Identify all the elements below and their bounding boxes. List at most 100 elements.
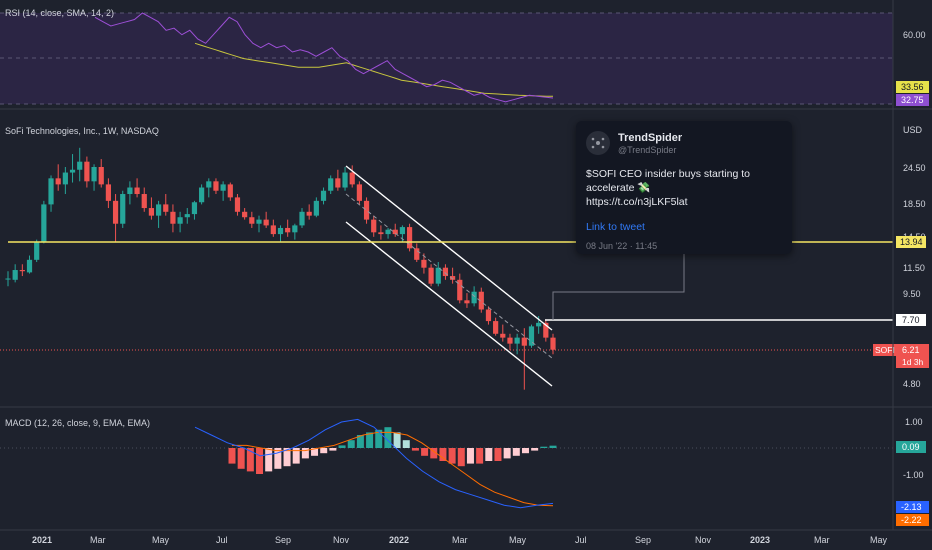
- candles: [5, 147, 556, 390]
- candle-body: [550, 337, 556, 350]
- candle-body: [349, 172, 355, 185]
- tweet-url[interactable]: https://t.co/n3jLKF5lat: [586, 196, 688, 208]
- resistance-badge: [896, 314, 926, 326]
- candle-body: [127, 187, 133, 195]
- candle-body: [19, 270, 25, 272]
- chart-title: SoFi Technologies, Inc., 1W, NASDAQ: [5, 126, 159, 136]
- candle-body: [450, 276, 456, 280]
- macd-histogram-bar: [439, 448, 447, 461]
- rsi-ma-badge: [896, 81, 929, 93]
- candle-body: [48, 178, 54, 205]
- macd-tick-neg: -1.00: [903, 470, 924, 480]
- candle-body: [514, 337, 520, 344]
- tweet-date: 08 Jun '22 · 11:45: [586, 241, 658, 251]
- candle-body: [120, 194, 126, 224]
- candle-body: [478, 291, 484, 310]
- candle-body: [406, 227, 413, 249]
- macd-histogram-bar: [274, 448, 282, 469]
- candle-body: [543, 322, 549, 338]
- candle-body: [163, 204, 169, 212]
- time-label: 2023: [750, 535, 770, 545]
- candle-body: [98, 167, 104, 185]
- macd-histogram-bar: [421, 448, 429, 456]
- macd-histogram-bar: [301, 448, 309, 459]
- candle-body: [442, 267, 449, 277]
- tweet-author-name: TrendSpider: [618, 131, 683, 144]
- price-tick: 24.50: [903, 163, 926, 173]
- rsi-ma-line: [194, 42, 554, 97]
- candle-body: [91, 167, 97, 182]
- support-badge-text: 13.94: [900, 237, 923, 247]
- candle-body: [112, 200, 119, 224]
- rsi-badge: [896, 94, 929, 106]
- candle-body: [292, 225, 298, 233]
- candle-body: [199, 187, 205, 203]
- rsi-label: RSI (14, close, SMA, 14, 2): [5, 8, 114, 18]
- candle-body: [62, 172, 68, 185]
- candle-body: [285, 227, 291, 233]
- candle-body: [227, 184, 233, 198]
- channel-lower-line: [345, 221, 553, 387]
- candle-body: [536, 322, 542, 327]
- macd-histogram-bar: [531, 448, 539, 451]
- candle-body: [356, 184, 362, 201]
- candle-body: [105, 184, 111, 201]
- macd-histogram-bar: [430, 448, 438, 459]
- macd-histogram-bar: [256, 448, 264, 474]
- candle-body: [457, 279, 463, 301]
- price-badge-text: 6.21: [902, 345, 920, 355]
- candle-body: [378, 232, 384, 235]
- candle-body: [328, 178, 334, 191]
- price-badge: [896, 344, 929, 368]
- support-badge: [896, 236, 926, 248]
- macd-histogram-bar: [366, 432, 374, 448]
- candle-body: [234, 197, 241, 212]
- tweet-body: $SOFI CEO insider buys starting to accel…: [586, 167, 782, 209]
- candle-body: [507, 337, 513, 344]
- candle-body: [485, 309, 492, 322]
- candle-body: [399, 227, 406, 235]
- macd-label: MACD (12, 26, close, 9, EMA, EMA): [5, 418, 150, 428]
- tweet-card[interactable]: TrendSpider @TrendSpider $SOFI CEO insid…: [576, 121, 792, 254]
- macd-hist-badge: [896, 441, 926, 453]
- candle-body: [313, 200, 319, 216]
- candle-body: [69, 169, 76, 173]
- macd-histogram-bar: [265, 448, 273, 472]
- candle-body: [521, 337, 527, 346]
- candle-body: [170, 211, 176, 224]
- candle-body: [428, 267, 434, 284]
- macd-histogram-bar: [503, 448, 511, 459]
- candle-body: [41, 204, 47, 242]
- rsi-pane: RSI (14, close, SMA, 14, 2) 60.00 33.56 …: [0, 8, 929, 106]
- time-label: May: [152, 535, 170, 545]
- macd-histogram-bar: [246, 448, 254, 472]
- macd-histogram-bar: [549, 445, 557, 448]
- macd-signal-badge: [896, 514, 929, 526]
- macd-histogram-bar: [540, 446, 548, 448]
- time-label: Jul: [216, 535, 228, 545]
- candle-body: [155, 204, 162, 216]
- candle-body: [5, 278, 11, 280]
- candle-body: [191, 202, 198, 215]
- candle-body: [134, 187, 140, 195]
- candle-body: [392, 229, 398, 235]
- callout-connector: [552, 254, 685, 320]
- macd-histogram-bar: [466, 448, 474, 464]
- channel-mid-line: [345, 193, 553, 359]
- macd-histogram-bar: [228, 448, 236, 464]
- macd-histogram-bar: [237, 448, 245, 469]
- macd-histogram-bar: [411, 448, 419, 451]
- tweet-link[interactable]: Link to tweet: [586, 221, 645, 233]
- currency-label: USD: [903, 125, 923, 135]
- candle-body: [77, 161, 83, 170]
- macd-tick-pos: 1.00: [905, 417, 923, 427]
- candle-body: [270, 225, 276, 235]
- candle-body: [34, 241, 40, 260]
- time-label: Nov: [695, 535, 712, 545]
- candle-body: [213, 181, 219, 191]
- macd-histogram-bar: [457, 448, 465, 467]
- candle-body: [306, 211, 312, 216]
- time-label: Sep: [275, 535, 291, 545]
- macd-histogram-bar: [329, 448, 337, 451]
